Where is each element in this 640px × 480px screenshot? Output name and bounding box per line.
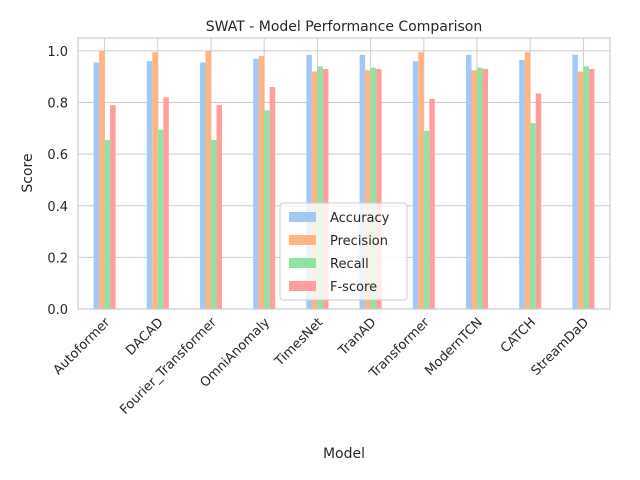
bar-accuracy-omnianomaly xyxy=(253,58,259,310)
plot-frame xyxy=(77,37,611,310)
bar-accuracy-streamdad xyxy=(572,54,578,310)
legend-label: Recall xyxy=(330,257,369,272)
bar-recall-moderntcn xyxy=(477,67,483,309)
legend-label: F-score xyxy=(330,280,377,295)
legend-label: Accuracy xyxy=(330,211,390,226)
bar-f-score-autoformer xyxy=(110,105,116,309)
bar-recall-catch xyxy=(530,123,536,310)
bar-precision-autoformer xyxy=(99,50,105,310)
legend: Accuracy Precision Recall F-score xyxy=(279,202,408,301)
bar-precision-catch xyxy=(524,52,531,309)
bar-precision-streamdad xyxy=(577,71,584,309)
bar-accuracy-transformer xyxy=(412,61,419,309)
bars xyxy=(93,50,595,310)
bar-recall-omnianomaly xyxy=(264,110,270,310)
y-tick-label: 0.6 xyxy=(47,148,68,163)
y-tick-label: 0.4 xyxy=(47,200,68,215)
bar-recall-timesnet xyxy=(317,66,323,309)
bar-f-score-moderntcn xyxy=(482,68,488,309)
legend-box xyxy=(279,202,408,301)
bar-accuracy-tranad xyxy=(359,54,366,310)
y-axis-title: Score xyxy=(20,153,36,192)
legend-label: Precision xyxy=(330,234,388,249)
y-tick-label: 0.8 xyxy=(47,97,68,112)
legend-swatch xyxy=(289,235,316,245)
legend-swatch xyxy=(289,258,316,268)
bar-precision-fourier-transformer xyxy=(205,50,211,310)
bar-recall-transformer xyxy=(423,130,430,309)
bar-precision-moderntcn xyxy=(471,70,477,309)
bar-f-score-catch xyxy=(535,93,542,309)
y-tick-label: 0.0 xyxy=(47,303,68,318)
bar-f-score-fourier-transformer xyxy=(216,105,222,309)
bar-precision-transformer xyxy=(418,52,424,309)
chart-title: SWAT - Model Performance Comparison xyxy=(206,19,482,35)
legend-swatch xyxy=(289,281,316,291)
bar-accuracy-fourier-transformer xyxy=(200,62,206,310)
bar-precision-omnianomaly xyxy=(258,56,265,309)
bar-accuracy-catch xyxy=(519,59,525,309)
bar-f-score-tranad xyxy=(376,68,382,309)
bar-precision-timesnet xyxy=(311,71,318,309)
legend-swatch xyxy=(289,212,316,222)
bar-f-score-omnianomaly xyxy=(269,87,276,310)
y-axis-ticks: 0.0 0.2 0.4 0.6 0.8 1.0 xyxy=(47,45,68,318)
y-tick-label: 0.2 xyxy=(47,251,68,266)
bar-recall-streamdad xyxy=(583,66,589,309)
bar-f-score-streamdad xyxy=(588,68,595,309)
bar-recall-tranad xyxy=(370,67,377,309)
bar-f-score-dacad xyxy=(163,97,169,309)
bar-f-score-transformer xyxy=(429,98,435,310)
x-axis-title: Model xyxy=(323,446,365,462)
bar-precision-dacad xyxy=(152,52,158,309)
bar-recall-dacad xyxy=(157,129,164,309)
bar-accuracy-timesnet xyxy=(306,54,312,310)
bar-recall-fourier-transformer xyxy=(211,139,217,309)
bar-precision-tranad xyxy=(365,70,371,309)
bar-accuracy-autoformer xyxy=(93,62,100,310)
bar-f-score-timesnet xyxy=(322,68,329,309)
bar-recall-autoformer xyxy=(104,139,111,309)
y-tick-label: 1.0 xyxy=(47,45,68,60)
bar-accuracy-moderntcn xyxy=(466,54,472,310)
bar-accuracy-dacad xyxy=(146,61,153,309)
